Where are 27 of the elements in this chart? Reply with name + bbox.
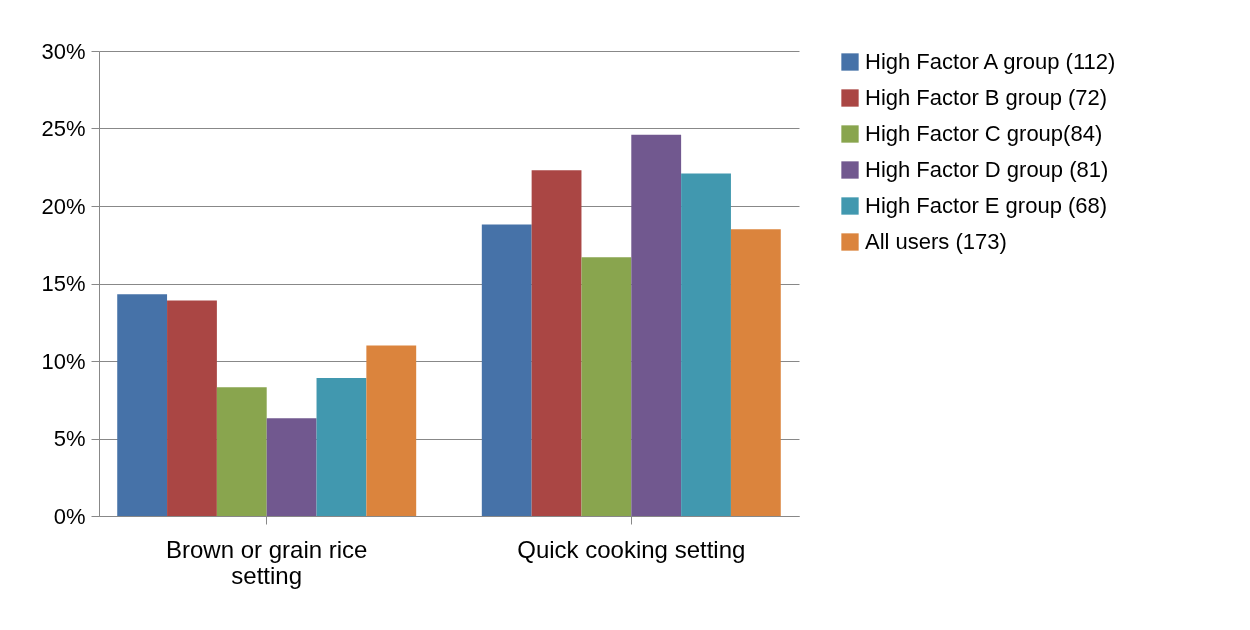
x-tick-label: Brown or grain rice setting [166, 535, 368, 589]
bar [316, 378, 367, 516]
bar [266, 418, 317, 516]
legend-label: High Factor C group(84) [865, 121, 1103, 146]
y-tick-label: 20% [41, 193, 86, 219]
legend-label: High Factor B group (72) [865, 85, 1108, 110]
bar [216, 387, 267, 516]
bar [531, 170, 582, 516]
legend-label: High Factor A group (112) [865, 49, 1116, 74]
bar [681, 173, 731, 516]
y-tick-label: 0% [53, 503, 86, 529]
y-tick-label: 10% [41, 348, 86, 374]
bar [167, 300, 217, 516]
bar [631, 134, 682, 516]
bar [481, 224, 532, 516]
y-tick-label: 15% [41, 271, 86, 296]
legend-label: All users (173) [865, 229, 1007, 254]
bar [581, 257, 632, 516]
bar [366, 345, 417, 516]
bar [730, 229, 781, 516]
y-tick-label: 25% [41, 116, 86, 141]
legend-label: High Factor E group (68) [865, 193, 1108, 218]
y-tick-label: 30% [41, 38, 86, 64]
x-tick-label: Quick cooking setting [517, 535, 746, 563]
legend-label: High Factor D group (81) [865, 157, 1109, 182]
bar [117, 294, 168, 516]
y-tick-label: 5% [53, 426, 86, 451]
